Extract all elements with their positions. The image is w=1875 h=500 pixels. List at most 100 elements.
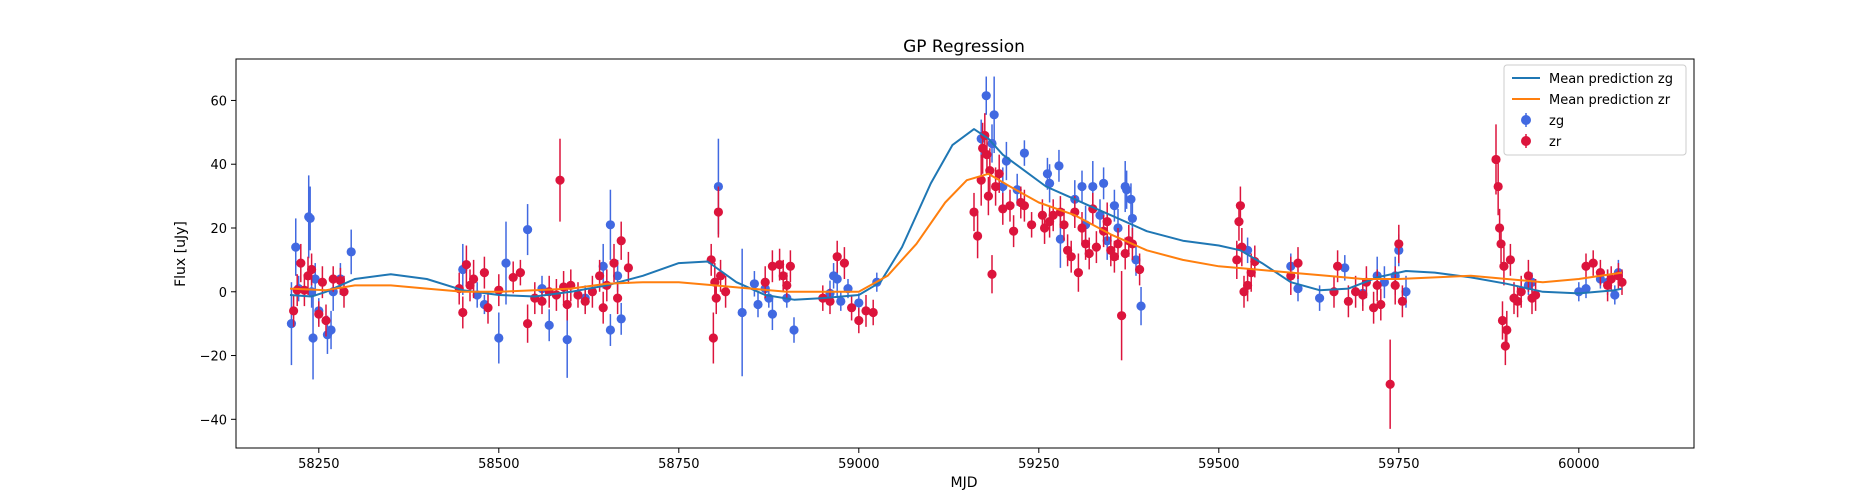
data-point-zg	[326, 325, 335, 334]
data-point-zr	[1236, 201, 1245, 210]
data-point-zr	[721, 287, 730, 296]
data-point-zg	[1054, 161, 1063, 170]
data-point-zg	[836, 297, 845, 306]
data-point-zr	[1506, 255, 1515, 264]
data-point-zr	[494, 286, 503, 295]
data-point-zr	[987, 270, 996, 279]
data-point-zg	[753, 300, 762, 309]
data-point-zr	[973, 231, 982, 240]
data-point-zr	[483, 303, 492, 312]
data-point-zr	[833, 252, 842, 261]
data-point-zr	[1234, 217, 1243, 226]
data-point-zr	[840, 258, 849, 267]
data-point-zr	[1293, 258, 1302, 267]
series-zg-points	[287, 77, 1623, 380]
data-point-zr	[782, 281, 791, 290]
data-point-zr	[1501, 341, 1510, 350]
data-point-zr	[462, 260, 471, 269]
data-point-zr	[1491, 155, 1500, 164]
data-point-zg	[563, 335, 572, 344]
x-tick-label: 58250	[298, 457, 339, 472]
legend-label-zg-points: zg	[1549, 114, 1564, 129]
data-point-zg	[1122, 185, 1131, 194]
data-point-zr	[595, 271, 604, 280]
data-point-zr	[314, 309, 323, 318]
data-point-zg	[1136, 302, 1145, 311]
data-point-zr	[1005, 201, 1014, 210]
data-point-zr	[617, 236, 626, 245]
data-point-zg	[1110, 201, 1119, 210]
data-point-zr	[296, 258, 305, 267]
data-point-zg	[291, 243, 300, 252]
data-point-zg	[347, 247, 356, 256]
data-point-zg	[606, 220, 615, 229]
data-point-zr	[775, 260, 784, 269]
data-point-zg	[1126, 195, 1135, 204]
y-tick-label: 40	[210, 158, 227, 173]
data-point-zg	[833, 274, 842, 283]
data-point-zr	[307, 265, 316, 274]
data-point-zr	[984, 192, 993, 201]
data-point-zr	[1067, 252, 1076, 261]
data-point-zr	[869, 308, 878, 317]
data-point-zg	[606, 325, 615, 334]
data-point-zr	[1081, 239, 1090, 248]
legend-label-zg-line: Mean prediction zg	[1549, 72, 1673, 87]
x-tick-label: 59500	[1198, 457, 1239, 472]
y-tick-label: 60	[210, 94, 227, 109]
data-point-zg	[308, 333, 317, 342]
data-point-zg	[1077, 182, 1086, 191]
data-point-zg	[990, 110, 999, 119]
data-point-zr	[516, 268, 525, 277]
data-point-zg	[287, 319, 296, 328]
data-point-zr	[581, 297, 590, 306]
chart-title: GP Regression	[903, 37, 1025, 57]
x-tick-label: 58750	[658, 457, 699, 472]
data-point-zr	[714, 207, 723, 216]
data-point-zg	[494, 333, 503, 342]
data-point-zr	[1496, 239, 1505, 248]
data-point-zr	[1498, 316, 1507, 325]
data-point-zr	[1333, 262, 1342, 271]
data-point-zr	[712, 294, 721, 303]
data-point-zr	[563, 300, 572, 309]
data-point-zg	[306, 214, 315, 223]
data-point-zg	[789, 325, 798, 334]
data-point-zr	[1617, 278, 1626, 287]
data-point-zr	[1232, 255, 1241, 264]
data-point-zr	[289, 306, 298, 315]
data-point-zr	[613, 294, 622, 303]
data-point-zr	[321, 316, 330, 325]
data-point-zr	[1513, 297, 1522, 306]
data-point-zr	[995, 169, 1004, 178]
plot-area	[287, 77, 1627, 429]
legend: Mean prediction zg Mean prediction zr zg…	[1504, 65, 1686, 155]
x-tick-label: 59250	[1018, 457, 1059, 472]
x-tick-label: 58500	[478, 457, 519, 472]
data-point-zr	[982, 150, 991, 159]
data-point-zg	[1088, 182, 1097, 191]
data-point-zr	[1038, 211, 1047, 220]
data-point-zr	[1059, 220, 1068, 229]
data-point-zr	[318, 278, 327, 287]
data-point-zr	[1524, 271, 1533, 280]
data-point-zr	[469, 274, 478, 283]
data-point-zr	[786, 262, 795, 271]
data-point-zg	[1043, 169, 1052, 178]
data-point-zg	[545, 321, 554, 330]
mean-prediction-line-zr	[290, 174, 1622, 292]
y-tick-label: −20	[200, 350, 227, 365]
data-point-zr	[1103, 217, 1112, 226]
data-point-zg	[501, 258, 510, 267]
data-point-zr	[1398, 297, 1407, 306]
data-point-zr	[1092, 243, 1101, 252]
data-point-zr	[1085, 249, 1094, 258]
mean-prediction-line-zg	[290, 129, 1622, 300]
legend-label-zr-line: Mean prediction zr	[1549, 93, 1671, 108]
data-point-zr	[1117, 311, 1126, 320]
data-point-zr	[1589, 258, 1598, 267]
data-point-zr	[480, 268, 489, 277]
data-point-zr	[1135, 265, 1144, 274]
data-point-zr	[609, 258, 618, 267]
